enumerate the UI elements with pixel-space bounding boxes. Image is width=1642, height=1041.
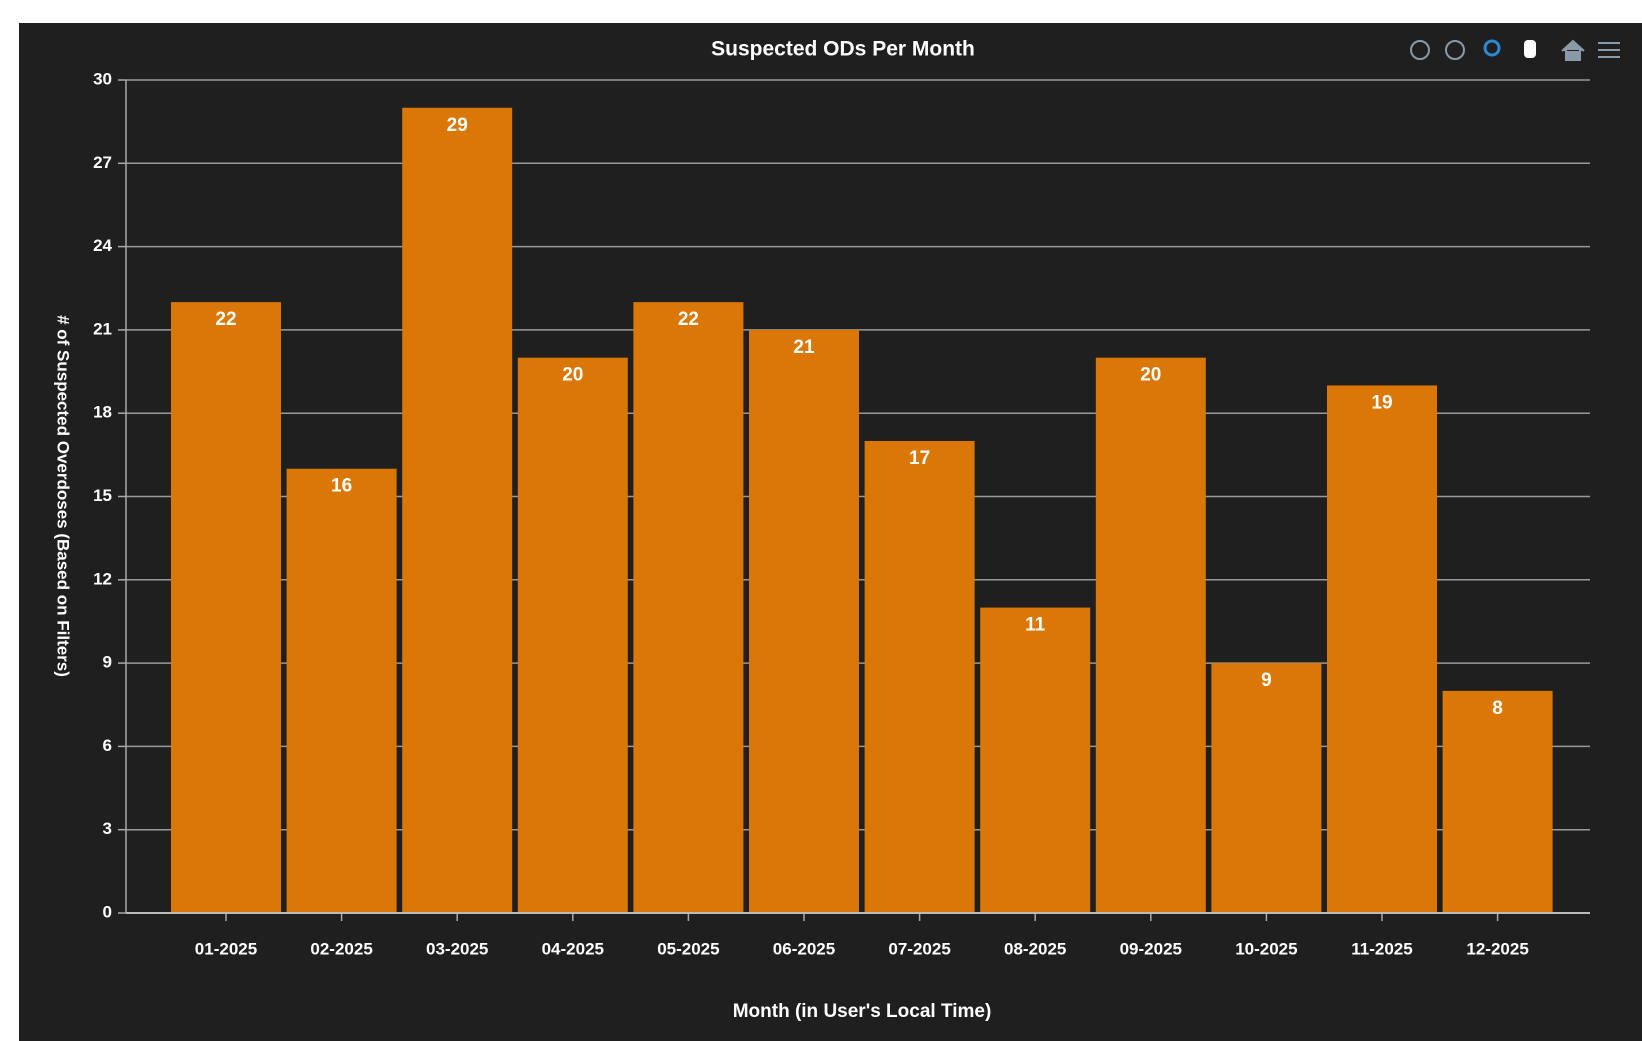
data-label: 8 [1492,698,1503,719]
y-tick-label: 3 [103,819,112,838]
data-label: 22 [215,309,236,330]
data-label: 29 [447,115,468,136]
data-label: 21 [793,337,815,358]
y-tick-label: 27 [93,153,112,172]
y-tick-label: 24 [93,236,112,255]
zoom-in-icon[interactable] [1410,40,1430,60]
x-tick-label: 06-2025 [773,939,835,958]
home-icon[interactable] [1561,39,1585,61]
bar [980,607,1091,913]
y-tick-label: 0 [103,902,112,921]
bar [517,357,628,914]
bar [1095,357,1206,914]
bar [1211,663,1322,913]
y-tick-label: 18 [93,403,112,422]
bar [286,468,397,913]
data-label: 11 [1025,615,1046,636]
y-axis-label: # of Suspected Overdoses (Based on Filte… [54,315,73,677]
bar [864,440,975,913]
x-tick-label: 04-2025 [542,939,604,958]
pan-icon[interactable] [1524,40,1536,58]
x-tick-label: 01-2025 [195,939,257,958]
x-tick-label: 09-2025 [1120,939,1182,958]
zoom-icon[interactable] [1483,39,1501,57]
y-tick-label: 21 [93,319,112,338]
bar [171,302,281,914]
y-tick-label: 30 [93,69,112,88]
chart-title: Suspected ODs Per Month [711,38,975,61]
y-tick-label: 9 [103,653,112,672]
toolbar [1410,39,1620,61]
bar [402,107,513,914]
x-tick-label: 05-2025 [657,939,719,958]
x-tick-label: 12-2025 [1466,939,1528,958]
x-tick-label: 03-2025 [426,939,488,958]
x-tick-label: 07-2025 [888,939,950,958]
bar [633,302,744,914]
data-label: 20 [1140,365,1161,386]
data-label: 19 [1371,392,1392,413]
x-axis-label: Month (in User's Local Time) [733,1001,992,1022]
data-label: 9 [1261,670,1272,691]
y-tick-label: 12 [93,569,112,588]
x-tick-label: 11-2025 [1351,939,1412,958]
x-tick-label: 02-2025 [310,939,372,958]
bar [1442,690,1553,913]
data-label: 16 [331,476,352,497]
data-label: 17 [909,448,930,469]
data-label: 20 [562,365,583,386]
bar [1327,385,1437,913]
data-label: 22 [678,309,699,330]
zoom-out-icon[interactable] [1445,40,1465,60]
y-tick-label: 6 [103,736,112,755]
y-tick-label: 15 [93,486,112,505]
x-tick-label: 08-2025 [1004,939,1066,958]
menu-icon[interactable] [1598,42,1620,58]
bar [749,329,859,913]
x-tick-label: 10-2025 [1235,939,1297,958]
